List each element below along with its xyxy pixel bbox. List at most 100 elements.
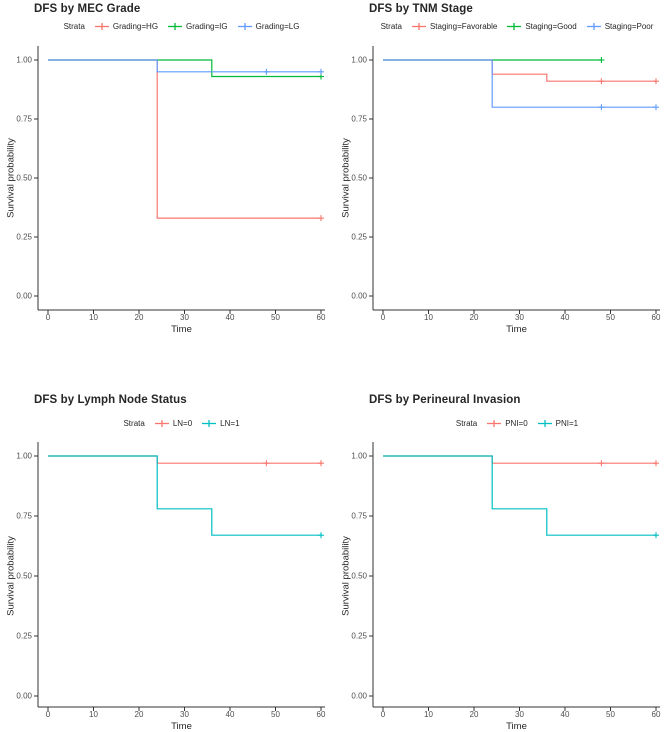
y-tick-label: 1.00 [351,452,367,461]
survival-curve [48,59,321,219]
y-tick-label: 0.25 [351,233,367,242]
legend-item: Staging=Favorable [411,22,497,31]
y-tick-label: 0.25 [16,233,32,242]
y-tick-label: 0.50 [351,572,367,581]
x-tick-label: 0 [46,710,51,719]
survival-curve [48,59,321,73]
legend-item: LN=1 [201,419,240,428]
x-tick-label: 60 [317,313,326,322]
y-tick-label: 0.25 [351,632,367,641]
x-axis-label: Time [506,721,527,732]
legend-key-icon [168,23,183,30]
y-tick-label: 0.50 [16,174,32,183]
survival-curve [48,59,321,78]
survival-curve [48,455,321,464]
y-axis-label: Survival probability [340,536,352,616]
legend: Strata PNI=0 PNI=1 [369,419,665,428]
legend-item-label: Grading=IG [186,22,228,31]
y-tick-label: 1.00 [16,56,32,65]
x-axis-label: Time [171,721,192,732]
x-tick-label: 30 [515,313,524,322]
legend-item-label: Staging=Favorable [429,22,498,31]
legend-item: PNI=0 [486,419,528,428]
legend: Strata Grading=HG Grading=IG Grading=LG [34,22,329,31]
y-tick-label: 0.00 [16,692,32,701]
x-tick-label: 30 [180,313,189,322]
legend-item: Grading=IG [167,22,228,31]
y-axis-label: Survival probability [5,138,17,218]
y-tick-label: 0.00 [16,292,32,301]
legend-key-icon [487,420,502,427]
legend-title: Strata [123,419,145,428]
survival-curve [383,59,656,82]
legend: Strata LN=0 LN=1 [34,419,329,428]
y-tick-label: 0.75 [16,512,32,521]
legend-key-icon [507,23,522,30]
legend-item-label: PNI=0 [505,419,528,428]
legend-key-icon [154,420,169,427]
panel-title: DFS by Perineural Invasion [369,394,521,406]
km-panel-perineural-invasion: DFS by Perineural Invasion Strata PNI=0 P… [335,366,671,732]
km-plot: 0.00 0.25 0.50 0.75 1.00 0 10 20 30 40 50 60 [351,442,661,719]
x-tick-label: 60 [652,710,661,719]
legend-title: Strata [380,22,402,31]
x-tick-label: 20 [470,710,479,719]
survival-curve [48,455,321,536]
panel-title: DFS by MEC Grade [34,3,141,15]
legend-key-icon [586,23,601,30]
y-tick-label: 0.50 [351,174,367,183]
km-plot: 0.00 0.25 0.50 0.75 1.00 0 10 20 30 40 50 60 [351,46,661,322]
y-axis-label: Survival probability [340,138,352,218]
y-tick-label: 0.75 [351,115,367,124]
y-tick-label: 0.25 [16,632,32,641]
x-tick-label: 60 [652,313,661,322]
km-panel-lymph-node-status: DFS by Lymph Node Status Strata LN=0 LN=1… [0,366,335,732]
legend-item-label: Grading=HG [112,22,159,31]
y-tick-label: 1.00 [351,56,367,65]
x-tick-label: 0 [381,313,386,322]
legend-key-icon [537,420,552,427]
km-plot: 0.00 0.25 0.50 0.75 1.00 0 10 20 30 40 50 60 [16,46,326,322]
x-tick-label: 0 [46,313,51,322]
legend-key-icon [411,23,426,30]
x-tick-label: 50 [271,313,280,322]
x-axis-label: Time [171,324,192,335]
legend-key-icon [94,23,109,30]
legend-item: Grading=LG [237,22,299,31]
legend: Strata Staging=Favorable Staging=Good Stag… [369,22,665,31]
y-tick-label: 1.00 [16,452,32,461]
x-tick-label: 50 [271,710,280,719]
x-tick-label: 20 [135,313,144,322]
y-axis-label: Survival probability [5,536,17,616]
legend-item-label: Staging=Poor [604,22,654,31]
legend-item: Staging=Poor [586,22,654,31]
x-tick-label: 40 [226,710,235,719]
km-panel-mec-grade: DFS by MEC Grade Strata Grading=HG Gradin… [0,0,335,366]
survival-curve [383,59,656,108]
legend-title: Strata [63,22,85,31]
x-tick-label: 10 [424,313,433,322]
x-tick-label: 20 [470,313,479,322]
y-tick-label: 0.00 [351,292,367,301]
x-tick-label: 30 [515,710,524,719]
legend-item: LN=0 [154,419,192,428]
x-tick-label: 20 [135,710,144,719]
x-tick-label: 50 [606,710,615,719]
x-tick-label: 10 [424,710,433,719]
legend-key-icon [237,23,252,30]
x-tick-label: 30 [180,710,189,719]
x-tick-label: 10 [89,313,98,322]
survival-curve [383,455,656,536]
x-tick-label: 0 [381,710,386,719]
x-tick-label: 40 [561,710,570,719]
legend-item: PNI=1 [537,419,578,428]
legend-item-label: LN=0 [172,419,193,428]
x-tick-label: 50 [606,313,615,322]
legend-key-icon [202,420,217,427]
legend-item: Staging=Good [506,22,577,31]
x-tick-label: 10 [89,710,98,719]
panel-title: DFS by TNM Stage [369,3,473,15]
x-axis-label: Time [506,324,527,335]
x-tick-label: 40 [561,313,570,322]
